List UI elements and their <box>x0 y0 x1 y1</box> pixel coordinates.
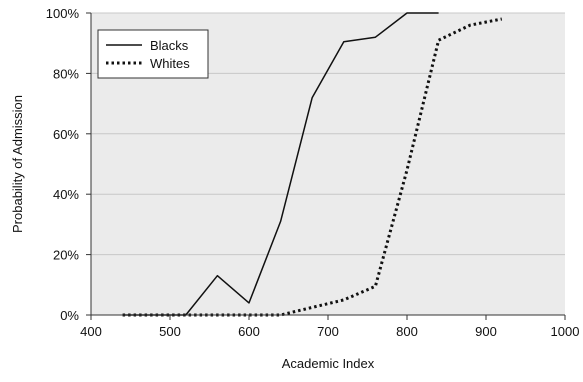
legend-label-blacks: Blacks <box>150 38 189 53</box>
legend: Blacks Whites <box>97 29 209 79</box>
x-axis-ticks: 400 500 600 700 800 900 1000 <box>80 315 579 339</box>
x-tick-label: 700 <box>317 324 339 339</box>
x-tick-label: 900 <box>475 324 497 339</box>
series-layer <box>122 12 503 317</box>
y-axis-title: Probability of Admission <box>10 95 25 233</box>
y-tick-label: 20% <box>53 248 79 263</box>
x-tick-label: 800 <box>396 324 418 339</box>
y-tick-label: 0% <box>60 308 79 323</box>
series-line-blacks <box>122 12 439 316</box>
legend-box <box>97 29 209 79</box>
legend-label-whites: Whites <box>150 56 190 71</box>
y-axis-ticks: 0% 20% 40% 60% 80% 100% <box>46 6 91 323</box>
x-tick-label: 400 <box>80 324 102 339</box>
x-tick-label: 1000 <box>551 324 580 339</box>
series-line-whites <box>122 17 503 317</box>
x-tick-label: 500 <box>159 324 181 339</box>
x-tick-label: 600 <box>238 324 260 339</box>
x-axis-title: Academic Index <box>282 356 375 371</box>
y-tick-label: 40% <box>53 187 79 202</box>
y-tick-label: 100% <box>46 6 80 21</box>
y-tick-label: 80% <box>53 66 79 81</box>
y-tick-label: 60% <box>53 127 79 142</box>
